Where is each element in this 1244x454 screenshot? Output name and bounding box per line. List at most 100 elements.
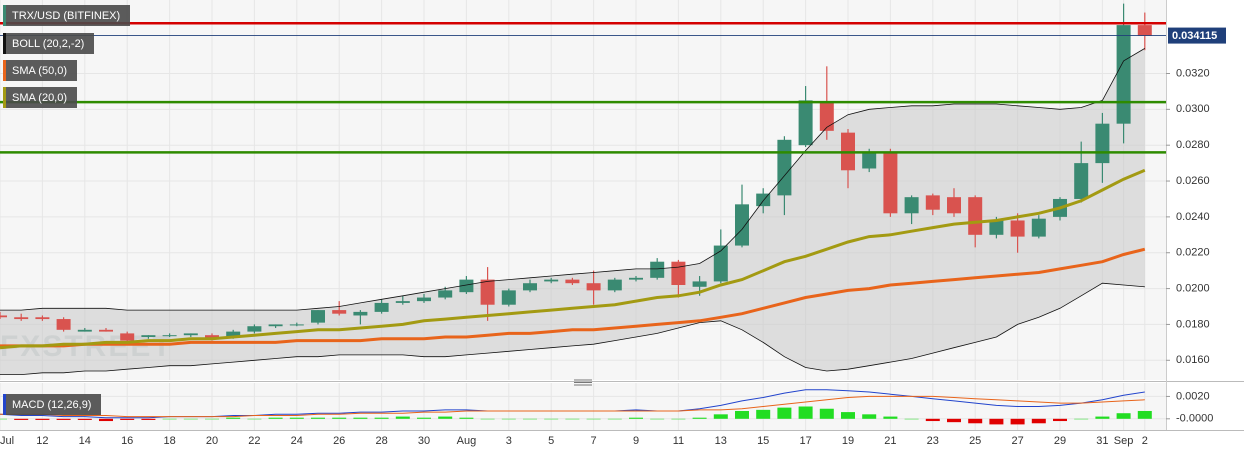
x-tick-label: 22 (248, 435, 260, 447)
legend-label: TRX/USD (BITFINEX) (12, 10, 120, 22)
candle-body (1074, 163, 1089, 199)
y-tick-label: 0.0260 (1176, 175, 1210, 187)
candle-body (0, 315, 7, 318)
macd-histogram-bar (735, 410, 749, 419)
legend: TRX/USD (BITFINEX) BOLL (20,2,-2) SMA (50,… (3, 5, 130, 415)
macd-histogram-bar (819, 408, 834, 419)
candle-body (459, 279, 474, 293)
macd-histogram-bar (268, 417, 283, 419)
candle-body (1010, 220, 1025, 237)
legend-label: SMA (50,0) (12, 65, 67, 77)
macd-histogram-bar (862, 414, 877, 419)
candle-body (989, 220, 1004, 235)
macd-histogram-bar (77, 418, 92, 420)
candle-body (311, 310, 325, 323)
candle-body (77, 329, 92, 332)
macd-histogram-bar (332, 417, 347, 419)
macd-histogram-bar (438, 416, 453, 419)
x-tick-label: 18 (163, 435, 175, 447)
x-tick-label: 11 (673, 435, 684, 447)
macd-histogram-bar (205, 418, 219, 420)
x-tick-label: 13 (715, 435, 727, 447)
y-tick-label: 0.0320 (1176, 67, 1210, 79)
candle-body (289, 324, 304, 326)
macd-histogram-bar (989, 418, 1004, 425)
x-tick-label: 20 (206, 435, 218, 447)
candle-body (417, 297, 431, 302)
x-tick-label: 12 (36, 435, 48, 447)
macd-histogram-bar (1074, 418, 1089, 420)
candle-body (268, 324, 283, 327)
y-tick-label: 0.0180 (1176, 318, 1210, 330)
x-tick-label: Aug (457, 435, 477, 447)
legend-box (3, 394, 101, 415)
candle-body (692, 281, 707, 287)
y-tick-label: 0.0280 (1176, 139, 1210, 151)
candle-body (353, 311, 368, 316)
macd-histogram-bar (671, 418, 686, 420)
candle-body (925, 195, 940, 210)
sma-line (0, 247, 1146, 348)
candle-body (904, 197, 919, 214)
main-panel: FXSTREET (0, 0, 1166, 380)
y-tick-label: 0.0200 (1176, 282, 1210, 294)
macd-histogram-bar (1053, 418, 1067, 422)
macd-histogram-bar (1095, 416, 1110, 419)
legend-label: MACD (12,26,9) (12, 399, 91, 411)
macd-histogram-bar (629, 417, 643, 419)
candle-body (819, 102, 834, 131)
x-tick-label: 16 (121, 435, 133, 447)
candle-body (183, 333, 198, 336)
candle-body (544, 279, 559, 282)
candle-body (735, 204, 749, 246)
candle-body (35, 317, 50, 320)
macd-histogram-bar (417, 417, 431, 419)
candle-body (99, 329, 113, 332)
x-tick-label: 14 (79, 435, 91, 447)
candle-body (120, 333, 135, 341)
x-tick-label: 31 (1096, 435, 1108, 447)
x-tick-label: 25 (969, 435, 981, 447)
y-tick-label: 0.0220 (1176, 247, 1210, 259)
macd-histogram-bar (1137, 410, 1152, 419)
macd-histogram-bar (968, 418, 983, 424)
macd-histogram-bar (141, 418, 156, 420)
bollinger-upper (0, 48, 1146, 311)
legend-label: SMA (20,0) (12, 92, 67, 104)
macd-histogram-bar (1116, 413, 1131, 419)
candle-body (480, 279, 495, 305)
candle-body (1137, 25, 1152, 36)
macd-histogram-bar (35, 418, 50, 420)
x-tick-label: 30 (418, 435, 430, 447)
x-tick-label: 19 (842, 435, 854, 447)
candle-body (862, 152, 877, 169)
legend-box (3, 33, 94, 54)
macd-histogram-bar (183, 418, 198, 420)
candle-body (1031, 218, 1046, 237)
sma-line (0, 168, 1146, 350)
macd-histogram-bar (756, 409, 771, 419)
x-tick-label: 17 (799, 435, 811, 447)
last-price-box (1168, 27, 1226, 44)
macd-histogram-bar (501, 418, 516, 420)
macd-histogram-bar (0, 418, 7, 420)
macd-histogram-bar (99, 418, 113, 422)
x-tick-label: 26 (333, 435, 345, 447)
legend-swatch (3, 87, 6, 108)
legend-box (3, 5, 130, 26)
macd-histogram-bar (226, 417, 241, 419)
y-tick-label: 0.0300 (1176, 103, 1210, 115)
legend-swatch (3, 5, 6, 26)
x-tick-label: 2 (1142, 435, 1148, 447)
macd-histogram-bar (925, 418, 940, 422)
macd-histogram-bar (777, 407, 792, 419)
macd-histogram-bar (692, 417, 707, 419)
candle-body (671, 261, 686, 285)
macd-histogram-bar (607, 418, 622, 420)
candle-body (141, 335, 156, 337)
x-tick-label: 5 (548, 435, 554, 447)
macd-histogram-bar (565, 418, 580, 420)
candle-body (629, 277, 643, 280)
macd-histogram-bar (883, 416, 898, 419)
macd-histogram-bar (544, 418, 559, 420)
